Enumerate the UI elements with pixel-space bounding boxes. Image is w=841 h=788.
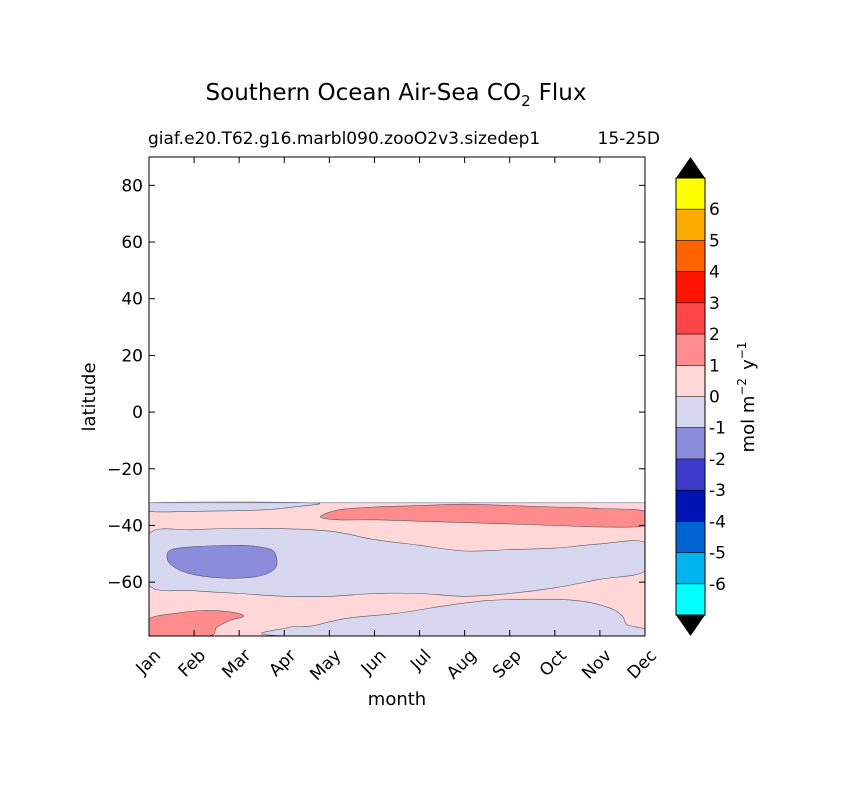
colorbar-tick-label: -5 bbox=[709, 544, 726, 564]
colorbar-band bbox=[676, 490, 705, 522]
x-tick-label: Apr bbox=[265, 646, 300, 681]
y-axis: 80 60 40 20 0 −20 −40 −60 bbox=[107, 176, 645, 593]
colorbar-label-sup2: −1 bbox=[735, 342, 749, 360]
colorbar: -6 -5 -4 -3 -2 -1 0 1 2 3 4 5 6 bbox=[675, 157, 726, 636]
y-tick-label: 20 bbox=[121, 346, 143, 366]
colorbar-tick-label: 6 bbox=[709, 200, 720, 220]
chart-title: Southern Ocean Air-Sea CO2 Flux bbox=[206, 80, 587, 110]
colorbar-frame bbox=[675, 177, 706, 616]
colorbar-tick-label: 3 bbox=[709, 294, 720, 314]
colorbar-band bbox=[676, 302, 705, 335]
colorbar-extend-top bbox=[676, 157, 705, 178]
chart-title-subscript: 2 bbox=[521, 92, 531, 110]
y-tick-label: −40 bbox=[107, 516, 143, 536]
x-tick-label: Mar bbox=[218, 646, 255, 683]
chart-subtitle-right: 15-25D bbox=[598, 129, 661, 149]
colorbar-tick-label: 1 bbox=[709, 356, 720, 376]
colorbar-tick-label: -2 bbox=[709, 450, 726, 470]
colorbar-band bbox=[676, 209, 705, 241]
contour-subantarctic-uptake-band bbox=[149, 527, 645, 597]
x-tick-label: Sep bbox=[489, 646, 526, 683]
colorbar-tick-label: -3 bbox=[709, 481, 726, 501]
chart-title-suffix: Flux bbox=[539, 80, 587, 106]
x-tick-label: Oct bbox=[536, 646, 571, 681]
y-tick-label: −60 bbox=[107, 573, 143, 593]
colorbar-band bbox=[676, 427, 705, 459]
x-tick-label: Jun bbox=[357, 646, 391, 680]
colorbar-tick-label: 2 bbox=[709, 325, 720, 345]
colorbar-band bbox=[676, 365, 705, 397]
contour-strong-uptake-patch bbox=[166, 544, 278, 579]
x-tick-label: Jul bbox=[406, 646, 435, 675]
y-axis-label: latitude bbox=[79, 362, 100, 431]
contour-antarctic-uptake-band bbox=[261, 598, 645, 636]
colorbar-tick-label: -4 bbox=[709, 512, 726, 532]
colorbar-band bbox=[676, 240, 705, 272]
colorbar-label: mol m−2 y−1 bbox=[735, 342, 759, 453]
y-tick-label: 40 bbox=[121, 290, 143, 310]
colorbar-band bbox=[676, 396, 705, 428]
x-tick-label: Jan bbox=[132, 646, 165, 679]
contour-polar-outgassing bbox=[149, 610, 245, 636]
y-tick-label: 0 bbox=[132, 403, 143, 423]
colorbar-band bbox=[676, 271, 705, 303]
y-tick-label: 80 bbox=[121, 176, 143, 196]
plot-frame bbox=[148, 156, 646, 637]
colorbar-label-unit: mol m bbox=[738, 396, 759, 453]
colorbar-tick-label: 0 bbox=[709, 388, 720, 408]
x-tick-label: Nov bbox=[578, 646, 616, 684]
colorbar-tick-label: -1 bbox=[709, 419, 726, 439]
contour-midlatitude-outgassing bbox=[319, 503, 645, 528]
colorbar-band bbox=[676, 583, 705, 615]
chart-title-main: Southern Ocean Air-Sea CO bbox=[206, 80, 522, 106]
colorbar-tick-label: 5 bbox=[709, 231, 720, 251]
contour-layer bbox=[149, 501, 645, 636]
y-tick-label: −20 bbox=[107, 460, 143, 480]
colorbar-extend-bottom bbox=[676, 615, 705, 636]
colorbar-band bbox=[676, 458, 705, 491]
colorbar-tick-label: -6 bbox=[709, 575, 726, 595]
colorbar-label-sup1: −2 bbox=[735, 378, 749, 396]
colorbar-band bbox=[676, 334, 705, 366]
x-axis-label: month bbox=[368, 689, 426, 710]
x-tick-label: Feb bbox=[175, 646, 210, 681]
x-tick-label: Aug bbox=[443, 646, 481, 684]
x-tick-label: Dec bbox=[624, 646, 661, 683]
svg-text:mol m−2y−1: mol m−2 y−1 bbox=[735, 342, 759, 453]
x-tick-label: May bbox=[306, 646, 345, 685]
colorbar-label-y: y bbox=[738, 359, 759, 370]
colorbar-tick-label: 4 bbox=[709, 263, 720, 283]
contour-northern-uptake-band bbox=[149, 501, 321, 513]
chart-subtitle-left: giaf.e20.T62.g16.marbl090.zooO2v3.sizede… bbox=[148, 129, 540, 149]
y-tick-label: 60 bbox=[121, 233, 143, 253]
colorbar-band bbox=[676, 521, 705, 553]
colorbar-band bbox=[676, 552, 705, 584]
colorbar-band bbox=[676, 178, 705, 210]
